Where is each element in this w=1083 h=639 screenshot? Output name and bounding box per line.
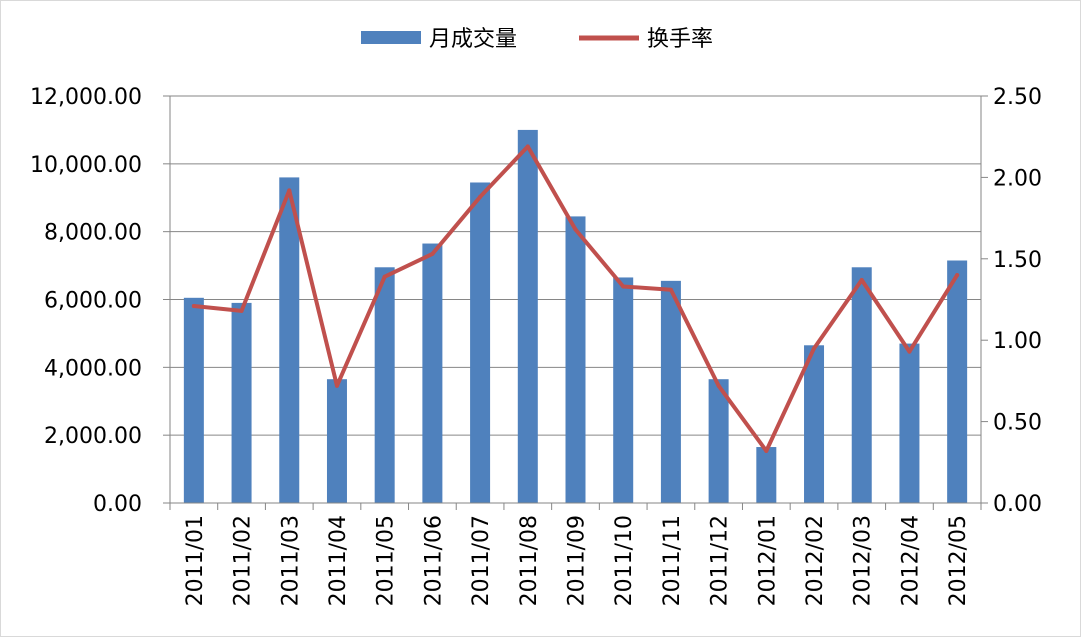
bar bbox=[231, 302, 252, 503]
x-axis-tick-label: 2012/03 bbox=[851, 515, 876, 606]
line-series bbox=[191, 144, 960, 453]
turnover-point bbox=[668, 287, 673, 292]
right-axis-tick-label: 2.00 bbox=[993, 166, 1042, 191]
turnover-point bbox=[764, 448, 769, 453]
bar bbox=[422, 243, 443, 503]
left-axis-tick-label: 12,000.00 bbox=[30, 85, 142, 110]
right-axis-tick-label: 0.00 bbox=[993, 492, 1042, 517]
bar bbox=[660, 280, 681, 503]
bar-series bbox=[183, 129, 968, 504]
x-axis-tick-label: 2011/11 bbox=[660, 515, 685, 606]
bar bbox=[851, 267, 872, 503]
turnover-point bbox=[716, 383, 721, 388]
turnover-point bbox=[525, 144, 530, 149]
bar bbox=[613, 277, 634, 503]
turnover-point bbox=[334, 383, 339, 388]
turnover-point bbox=[812, 346, 817, 351]
bar bbox=[804, 345, 825, 503]
x-axis-tick-label: 2012/01 bbox=[755, 515, 780, 606]
turnover-point bbox=[907, 349, 912, 354]
x-axis-tick-label: 2011/06 bbox=[421, 515, 446, 606]
turnover-point bbox=[859, 277, 864, 282]
x-axis-tick-label: 2011/05 bbox=[374, 515, 399, 606]
x-axis-tick-label: 2011/12 bbox=[708, 515, 733, 606]
turnover-point bbox=[239, 308, 244, 313]
left-axis-tick-label: 2,000.00 bbox=[44, 424, 142, 449]
bar bbox=[326, 379, 347, 503]
x-axis-tick-label: 2012/04 bbox=[898, 515, 923, 606]
bar bbox=[374, 267, 395, 503]
right-axis-tick-label: 1.00 bbox=[993, 329, 1042, 354]
right-axis-tick-label: 0.50 bbox=[993, 411, 1042, 436]
bar bbox=[279, 177, 300, 503]
x-axis-tick-label: 2012/02 bbox=[803, 515, 828, 606]
legend: 月成交量 换手率 bbox=[361, 27, 713, 52]
turnover-point bbox=[430, 251, 435, 256]
turnover-point bbox=[287, 188, 292, 193]
bar bbox=[183, 297, 204, 503]
x-axis-tick-label: 2011/01 bbox=[183, 515, 208, 606]
left-axis-tick-label: 4,000.00 bbox=[44, 356, 142, 381]
right-axis-tick-label: 2.50 bbox=[993, 85, 1042, 110]
turnover-point bbox=[621, 284, 626, 289]
bar bbox=[947, 260, 968, 503]
left-axis-tick-label: 0.00 bbox=[93, 492, 142, 517]
x-axis-tick-label: 2011/09 bbox=[565, 515, 590, 606]
turnover-point bbox=[955, 273, 960, 278]
turnover-point bbox=[191, 304, 196, 309]
bar bbox=[756, 447, 777, 503]
left-axis-tick-label: 6,000.00 bbox=[44, 289, 142, 314]
x-axis-tick-label: 2011/07 bbox=[469, 515, 494, 606]
axes bbox=[163, 95, 988, 510]
left-axis-tick-label: 10,000.00 bbox=[30, 153, 142, 178]
left-axis-tick-label: 8,000.00 bbox=[44, 221, 142, 246]
legend-swatch-volume bbox=[361, 31, 421, 44]
x-axis-tick-label: 2011/02 bbox=[231, 515, 256, 606]
right-axis-tick-label: 1.50 bbox=[993, 248, 1042, 273]
legend-label-turnover: 换手率 bbox=[647, 27, 713, 52]
x-axis-tick-label: 2011/10 bbox=[612, 515, 637, 606]
legend-label-volume: 月成交量 bbox=[429, 27, 517, 52]
bar bbox=[708, 379, 729, 503]
x-axis-tick-label: 2011/08 bbox=[517, 515, 542, 606]
x-axis-tick-label: 2011/03 bbox=[278, 515, 303, 606]
turnover-point bbox=[478, 194, 483, 199]
x-axis-tick-label: 2012/05 bbox=[946, 515, 971, 606]
turnover-point bbox=[573, 227, 578, 232]
bar bbox=[470, 182, 491, 504]
bar bbox=[517, 129, 538, 503]
tick-labels: 0.00 2,000.00 4,000.00 6,000.00 8,000.00 10,0… bbox=[30, 85, 1042, 606]
bar bbox=[565, 216, 586, 503]
bar bbox=[899, 343, 920, 503]
turnover-point bbox=[382, 274, 387, 279]
x-axis-tick-label: 2011/04 bbox=[326, 515, 351, 606]
